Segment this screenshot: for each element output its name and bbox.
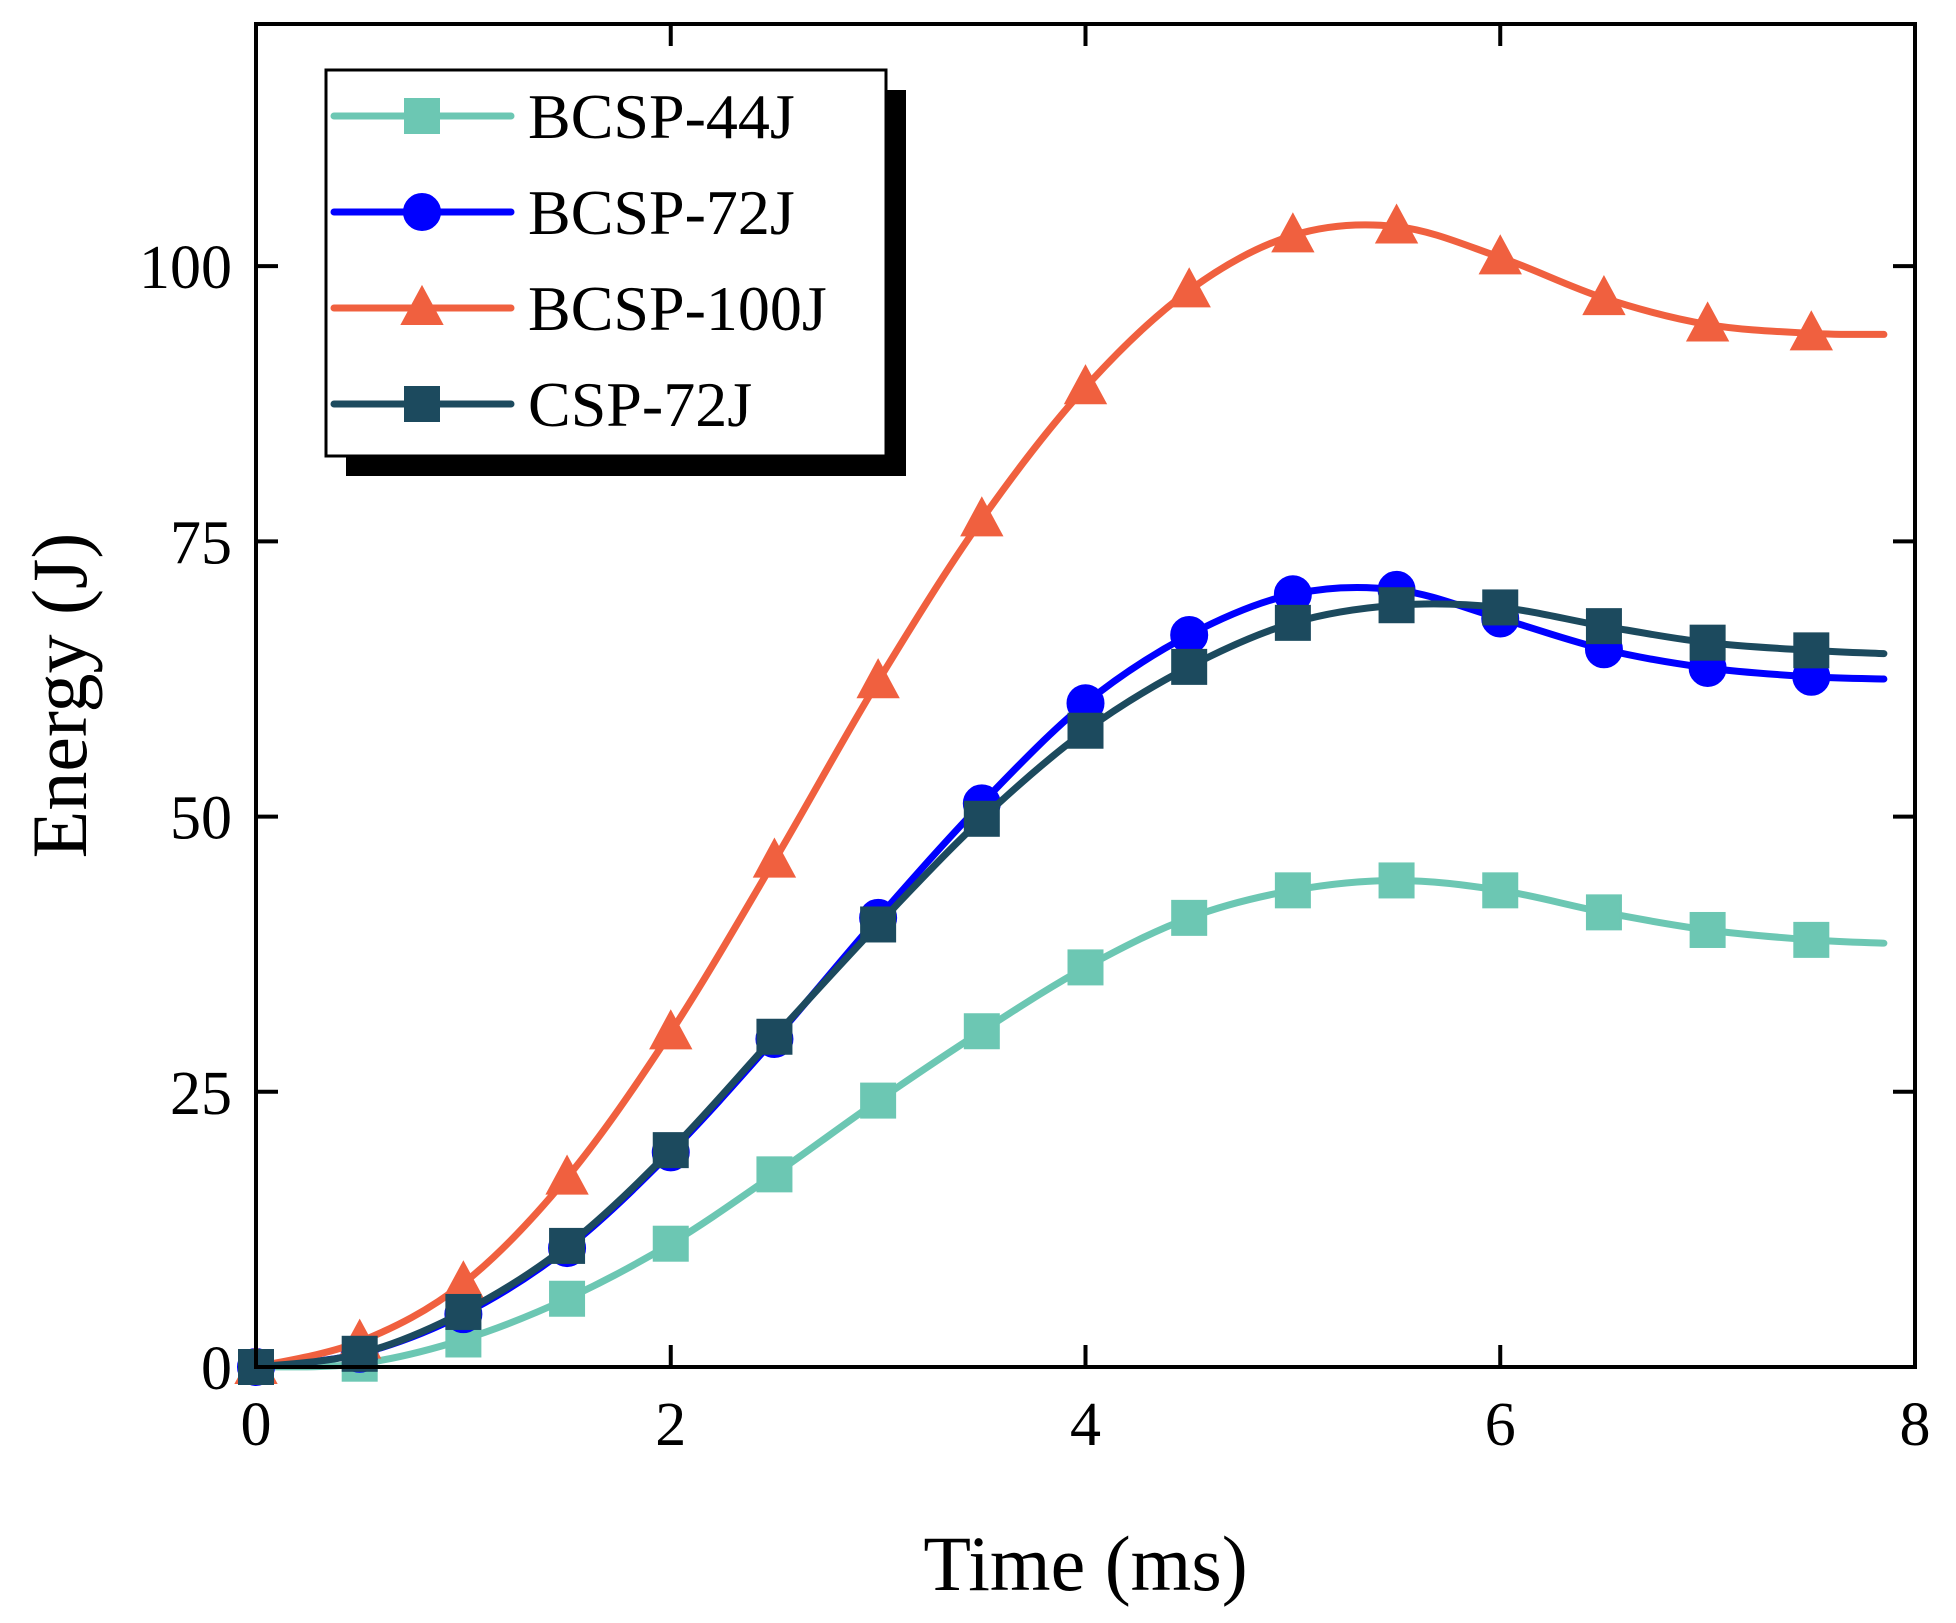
x-tick-label-4: 8 (1900, 1391, 1931, 1459)
series-csp-72j-marker-13 (1585, 608, 1622, 645)
legend-item-bcsp-72j: BCSP-72J (330, 177, 795, 248)
series-bcsp-100j-marker-5 (752, 837, 797, 878)
series-bcsp-100j-marker-3 (545, 1154, 589, 1195)
x-tick-label-2: 4 (1070, 1391, 1101, 1459)
series-csp-72j-marker-12 (1482, 589, 1519, 626)
series-bcsp-44j-marker-13 (1585, 894, 1622, 931)
series-bcsp-100j-marker-14 (1685, 301, 1730, 342)
legend: BCSP-44J BCSP-72J BCSP-100J CSP-72J (324, 68, 906, 476)
series-csp-72j-marker-15 (1793, 632, 1830, 669)
legend-item-csp-72j: CSP-72J (330, 369, 752, 440)
series-bcsp-72j-marker-9 (1170, 615, 1209, 654)
y-tick-label-3: 75 (170, 509, 232, 577)
series-bcsp-100j-marker-8 (1063, 364, 1108, 405)
series-csp-72j-marker-10 (1274, 604, 1311, 641)
legend-label-csp-72j: CSP-72J (528, 369, 752, 440)
series-bcsp-100j-marker-12 (1478, 234, 1522, 275)
legend-item-bcsp-100j: BCSP-100J (330, 273, 827, 344)
series-bcsp-44j-marker-7 (963, 1013, 1000, 1050)
series-csp-72j-marker-5 (756, 1018, 793, 1055)
series-bcsp-100j-marker-7 (960, 496, 1004, 537)
legend-bcsp-72j-marker-0 (403, 193, 441, 231)
y-tick-label-4: 100 (139, 234, 232, 302)
series-bcsp-44j-marker-14 (1689, 911, 1726, 948)
series-csp-72j-marker-3 (549, 1227, 586, 1264)
series-bcsp-44j-marker-10 (1274, 872, 1311, 909)
series-bcsp-44j-marker-15 (1793, 921, 1830, 958)
series-bcsp-100j-marker-10 (1271, 212, 1315, 253)
series-csp-72j-marker-11 (1378, 587, 1415, 624)
series-bcsp-100j-marker-11 (1374, 203, 1419, 244)
series-bcsp-100j-marker-6 (856, 658, 900, 699)
y-tick-label-1: 25 (170, 1060, 232, 1128)
y-axis-label: Energy (J) (16, 533, 103, 859)
series-csp-72j-marker-6 (860, 906, 897, 943)
legend-label-bcsp-44j: BCSP-44J (528, 81, 795, 152)
axes-layer: 0 2 4 6 8 0 25 50 75 100 (139, 22, 1931, 1459)
series-bcsp-44j-marker-6 (860, 1082, 897, 1119)
series-csp-72j-marker-8 (1067, 712, 1104, 749)
series-bcsp-44j-marker-4 (652, 1225, 689, 1262)
legend-bcsp-100j-marker-0 (400, 284, 444, 325)
series-csp-72j-marker-2 (445, 1293, 482, 1330)
series-bcsp-44j-marker-11 (1378, 862, 1415, 899)
series-bcsp-44j-marker-9 (1171, 899, 1208, 936)
legend-csp-72j-marker-0 (404, 386, 440, 422)
series-csp-72j-marker-4 (652, 1132, 689, 1169)
x-tick-label-0: 0 (241, 1391, 272, 1459)
x-axis-label: Time (ms) (923, 1520, 1247, 1607)
series-bcsp-44j-marker-3 (549, 1280, 586, 1317)
series-bcsp-44j-marker-12 (1482, 872, 1519, 909)
legend-label-bcsp-100j: BCSP-100J (528, 273, 827, 344)
series-csp-72j-marker-14 (1689, 624, 1726, 661)
x-tick-label-3: 6 (1485, 1391, 1516, 1459)
legend-item-bcsp-44j: BCSP-44J (330, 81, 795, 152)
series-bcsp-100j-marker-13 (1582, 275, 1626, 316)
series-bcsp-100j-marker-9 (1167, 267, 1211, 308)
series-csp-72j-marker-9 (1171, 648, 1208, 685)
x-tick-label-1: 2 (655, 1391, 686, 1459)
y-tick-label-2: 50 (170, 785, 232, 853)
series-bcsp-44j-marker-8 (1067, 949, 1104, 986)
y-tick-label-0: 0 (201, 1335, 232, 1403)
series-bcsp-100j-marker-15 (1789, 310, 1833, 351)
legend-label-bcsp-72j: BCSP-72J (528, 177, 795, 248)
series-csp-72j-marker-7 (963, 800, 1000, 837)
series-bcsp-100j-marker-4 (649, 1009, 693, 1050)
series-bcsp-44j-marker-5 (756, 1156, 793, 1193)
legend-bcsp-44j-marker-0 (404, 98, 440, 134)
